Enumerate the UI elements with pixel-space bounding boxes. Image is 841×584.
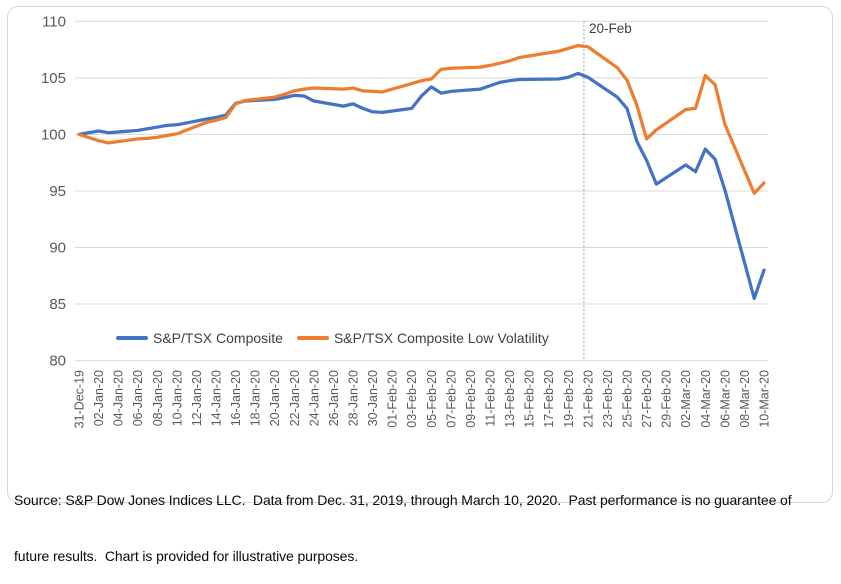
svg-text:90: 90 — [49, 240, 66, 257]
svg-text:01-Feb-20: 01-Feb-20 — [386, 370, 400, 428]
legend-label-composite: S&P/TSX Composite — [153, 330, 283, 346]
legend-label-low-volatility: S&P/TSX Composite Low Volatility — [333, 330, 549, 346]
svg-text:25-Feb-20: 25-Feb-20 — [621, 370, 635, 428]
svg-text:08-Jan-20: 08-Jan-20 — [151, 370, 165, 426]
svg-text:20-Jan-20: 20-Jan-20 — [268, 370, 282, 426]
svg-text:21-Feb-20: 21-Feb-20 — [581, 370, 595, 428]
svg-text:08-Mar-20: 08-Mar-20 — [738, 370, 752, 428]
svg-text:29-Feb-20: 29-Feb-20 — [660, 370, 674, 428]
svg-text:80: 80 — [49, 353, 66, 370]
svg-text:27-Feb-20: 27-Feb-20 — [640, 370, 654, 428]
legend-item-composite: S&P/TSX Composite — [116, 330, 283, 346]
svg-text:110: 110 — [42, 13, 66, 30]
source-note-line1: Source: S&P Dow Jones Indices LLC. Data … — [14, 492, 792, 508]
svg-text:31-Dec-19: 31-Dec-19 — [73, 370, 87, 428]
svg-text:22-Jan-20: 22-Jan-20 — [288, 370, 302, 426]
svg-text:13-Feb-20: 13-Feb-20 — [503, 370, 517, 428]
svg-text:09-Feb-20: 09-Feb-20 — [464, 370, 478, 428]
svg-text:30-Jan-20: 30-Jan-20 — [366, 370, 380, 426]
svg-text:05-Feb-20: 05-Feb-20 — [425, 370, 439, 428]
chart-card — [7, 6, 833, 503]
svg-text:02-Mar-20: 02-Mar-20 — [679, 370, 693, 428]
svg-text:18-Jan-20: 18-Jan-20 — [249, 370, 263, 426]
line-chart: 110 105 100 95 90 85 80 31-Dec-19 02-Jan-20 04-Ja… — [41, 13, 772, 428]
svg-text:04-Mar-20: 04-Mar-20 — [699, 370, 713, 428]
legend-swatch-composite-icon — [116, 336, 148, 340]
svg-text:95: 95 — [49, 183, 66, 200]
svg-text:26-Jan-20: 26-Jan-20 — [327, 370, 341, 426]
svg-text:11-Feb-20: 11-Feb-20 — [484, 370, 498, 427]
svg-text:14-Jan-20: 14-Jan-20 — [210, 370, 224, 426]
svg-text:07-Feb-20: 07-Feb-20 — [444, 370, 458, 428]
svg-text:19-Feb-20: 19-Feb-20 — [562, 370, 576, 428]
svg-text:06-Mar-20: 06-Mar-20 — [718, 370, 732, 428]
svg-text:02-Jan-20: 02-Jan-20 — [92, 370, 106, 426]
svg-text:24-Jan-20: 24-Jan-20 — [307, 370, 321, 426]
svg-text:10-Mar-20: 10-Mar-20 — [758, 370, 772, 428]
svg-text:10-Jan-20: 10-Jan-20 — [170, 370, 184, 426]
svg-text:12-Jan-20: 12-Jan-20 — [190, 370, 204, 426]
legend-swatch-low-volatility-icon — [296, 336, 329, 340]
legend-item-low-volatility: S&P/TSX Composite Low Volatility — [296, 330, 549, 346]
svg-text:28-Jan-20: 28-Jan-20 — [347, 370, 361, 426]
svg-text:105: 105 — [41, 70, 66, 87]
svg-text:04-Jan-20: 04-Jan-20 — [112, 370, 126, 426]
svg-text:15-Feb-20: 15-Feb-20 — [523, 370, 537, 428]
annotation-label: 20-Feb — [588, 21, 632, 36]
legend: S&P/TSX Composite S&P/TSX Composite Low … — [116, 330, 549, 346]
svg-text:85: 85 — [49, 296, 66, 313]
svg-text:17-Feb-20: 17-Feb-20 — [542, 370, 556, 428]
svg-text:23-Feb-20: 23-Feb-20 — [601, 370, 615, 428]
svg-text:16-Jan-20: 16-Jan-20 — [229, 370, 243, 426]
svg-text:100: 100 — [41, 126, 66, 143]
svg-text:03-Feb-20: 03-Feb-20 — [405, 370, 419, 428]
source-note-line2: future results. Chart is provided for il… — [14, 547, 359, 564]
svg-text:06-Jan-20: 06-Jan-20 — [131, 370, 145, 426]
